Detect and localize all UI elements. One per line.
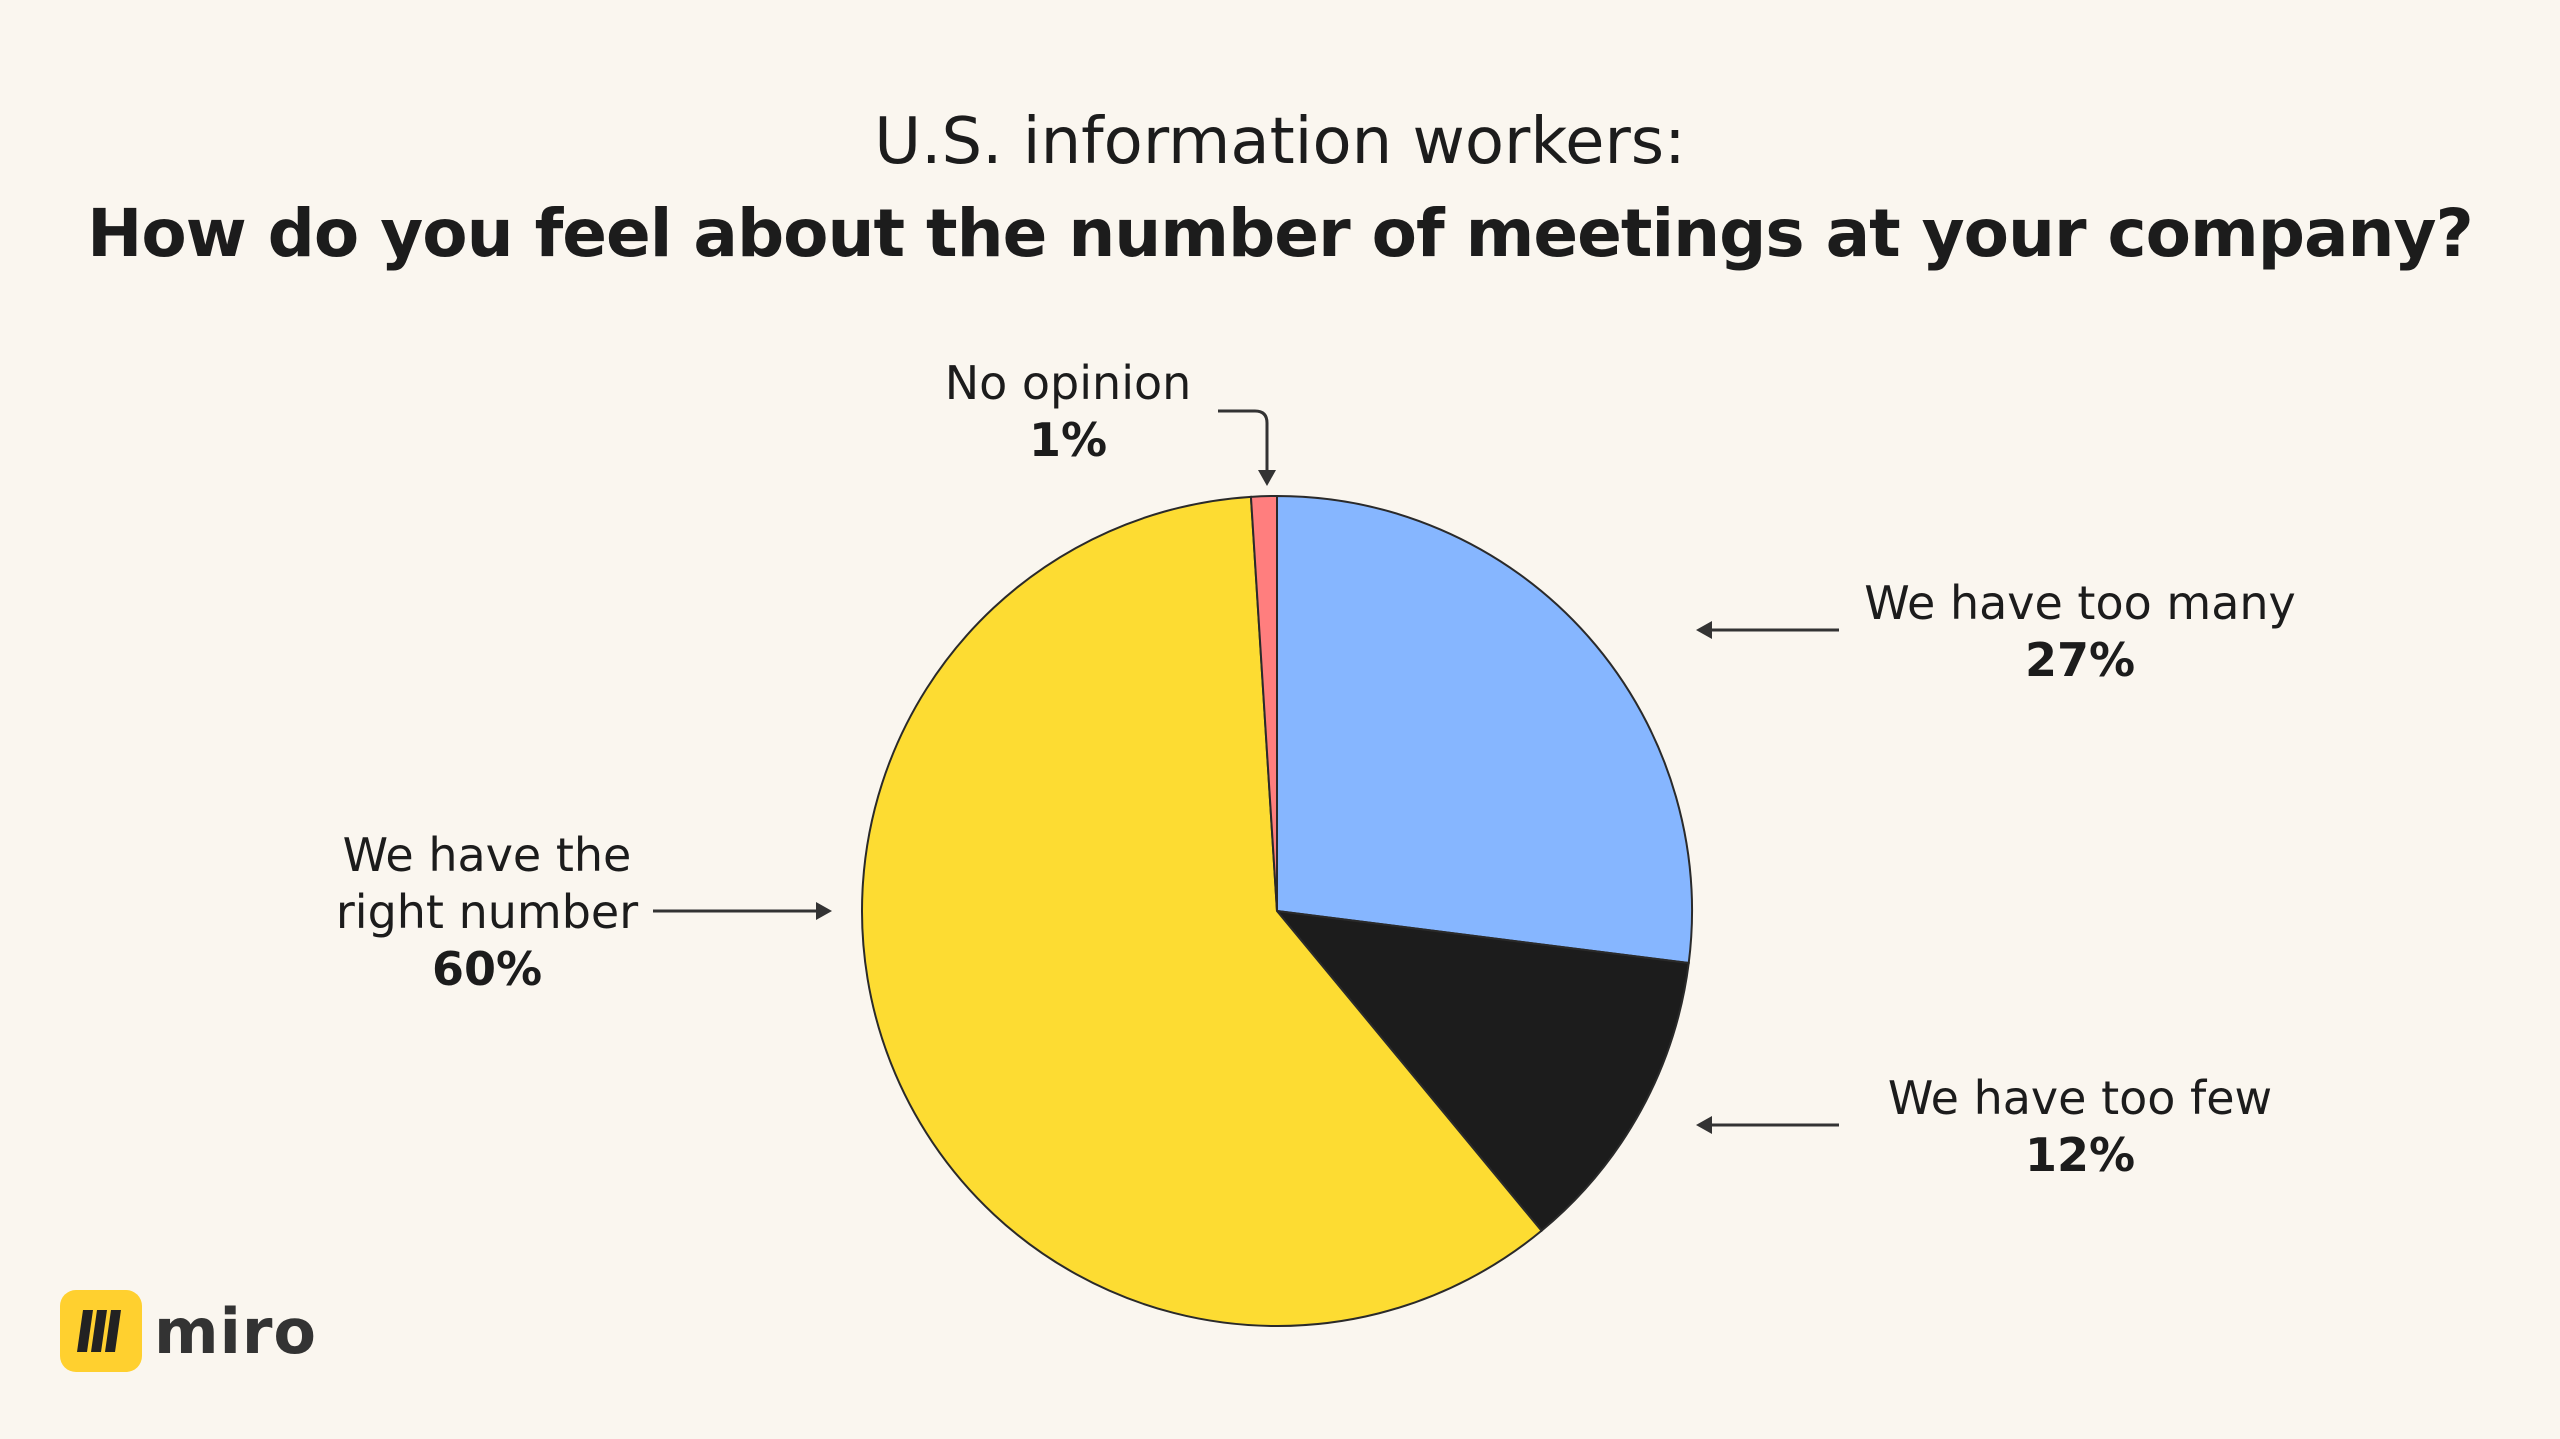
- slice-label-line2: right number: [335, 885, 639, 939]
- slice-value: 1%: [1028, 413, 1108, 467]
- slice-value: 60%: [431, 942, 543, 996]
- chart-title: U.S. information workers:: [874, 105, 1686, 179]
- label-right-number: We have the right number 60%: [336, 827, 638, 998]
- label-no-opinion: No opinion 1%: [945, 355, 1192, 469]
- pie-slice-we-have-too-few: [1274, 909, 1690, 1233]
- miro-logo-icon: [60, 1290, 142, 1372]
- chart-subtitle: How do you feel about the number of meet…: [87, 195, 2474, 272]
- slice-label: No opinion: [944, 356, 1192, 410]
- slice-label: We have too few: [1887, 1071, 2273, 1125]
- slice-label-line1: We have the: [342, 828, 632, 882]
- pie-slice-we-have-the-right-number: [861, 495, 1543, 1327]
- label-too-many: We have too many 27%: [1864, 575, 2296, 689]
- slice-value: 27%: [2024, 633, 2136, 687]
- miro-logo: miro: [60, 1290, 317, 1372]
- miro-logo-text: miro: [154, 1294, 318, 1368]
- slice-value: 12%: [2024, 1128, 2136, 1182]
- label-too-few: We have too few 12%: [1888, 1070, 2272, 1184]
- pie-slice-no-opinion: [1249, 494, 1278, 912]
- slice-label: We have too many: [1864, 576, 2296, 630]
- pie-slice-we-have-too-many: [1276, 494, 1693, 965]
- arrow-no-opinion: [1218, 409, 1269, 478]
